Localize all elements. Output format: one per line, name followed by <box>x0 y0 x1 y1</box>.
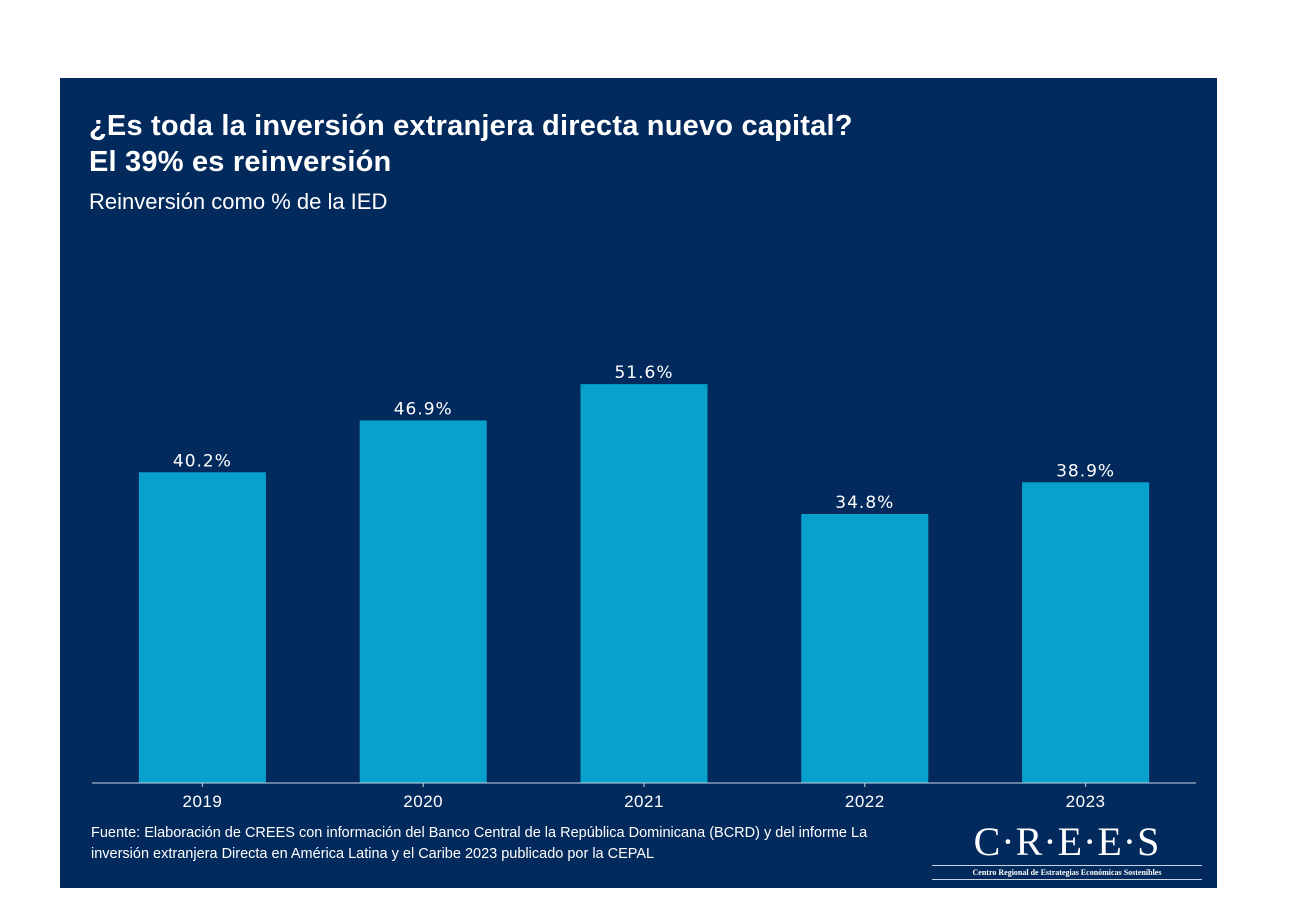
data-label-2023: 38.9% <box>1056 461 1115 481</box>
data-label-2021: 51.6% <box>614 363 673 383</box>
x-tick-label: 2022 <box>845 792 885 811</box>
source-note: Fuente: Elaboración de CREES con informa… <box>91 825 868 862</box>
logo-wordmark: C·R·E·E·S <box>973 819 1161 864</box>
x-tick-label: 2023 <box>1066 792 1106 811</box>
x-tick-label: 2020 <box>403 792 443 811</box>
bar-2022 <box>801 513 929 783</box>
logo-tagline: Centro Regional de Estrategias Económica… <box>972 868 1162 877</box>
bar-2020 <box>359 420 487 783</box>
x-tick-label: 2021 <box>624 792 664 811</box>
data-labels: 40.2% 46.9% 51.6% 34.8% 38.9% <box>173 363 1115 513</box>
bar-2021 <box>580 384 708 783</box>
chart-subtitle: Reinversión como % de la IED <box>89 189 388 214</box>
bar-2023 <box>1022 482 1150 783</box>
chart-title-line1: ¿Es toda la inversión extranjera directa… <box>89 110 853 142</box>
x-axis-ticks: 2019 2020 2021 2022 2023 <box>182 783 1105 811</box>
data-label-2020: 46.9% <box>394 399 453 419</box>
chart-card: ¿Es toda la inversión extranjera directa… <box>60 78 1217 888</box>
bar-2019 <box>138 472 266 783</box>
bars-layer <box>138 384 1150 783</box>
logo-divider <box>932 865 1202 866</box>
data-label-2019: 40.2% <box>173 451 232 471</box>
logo-divider-bottom <box>932 879 1202 880</box>
data-label-2022: 34.8% <box>835 493 894 513</box>
bar-chart: 2019 2020 2021 2022 2023 40.2% 46.9% 51.6% 34.8… <box>92 363 1196 811</box>
chart-title-line2: El 39% es reinversión <box>89 146 392 178</box>
crees-logo: C·R·E·E·S Centro Regional de Estrategias… <box>928 820 1206 880</box>
x-tick-label: 2019 <box>182 792 222 811</box>
